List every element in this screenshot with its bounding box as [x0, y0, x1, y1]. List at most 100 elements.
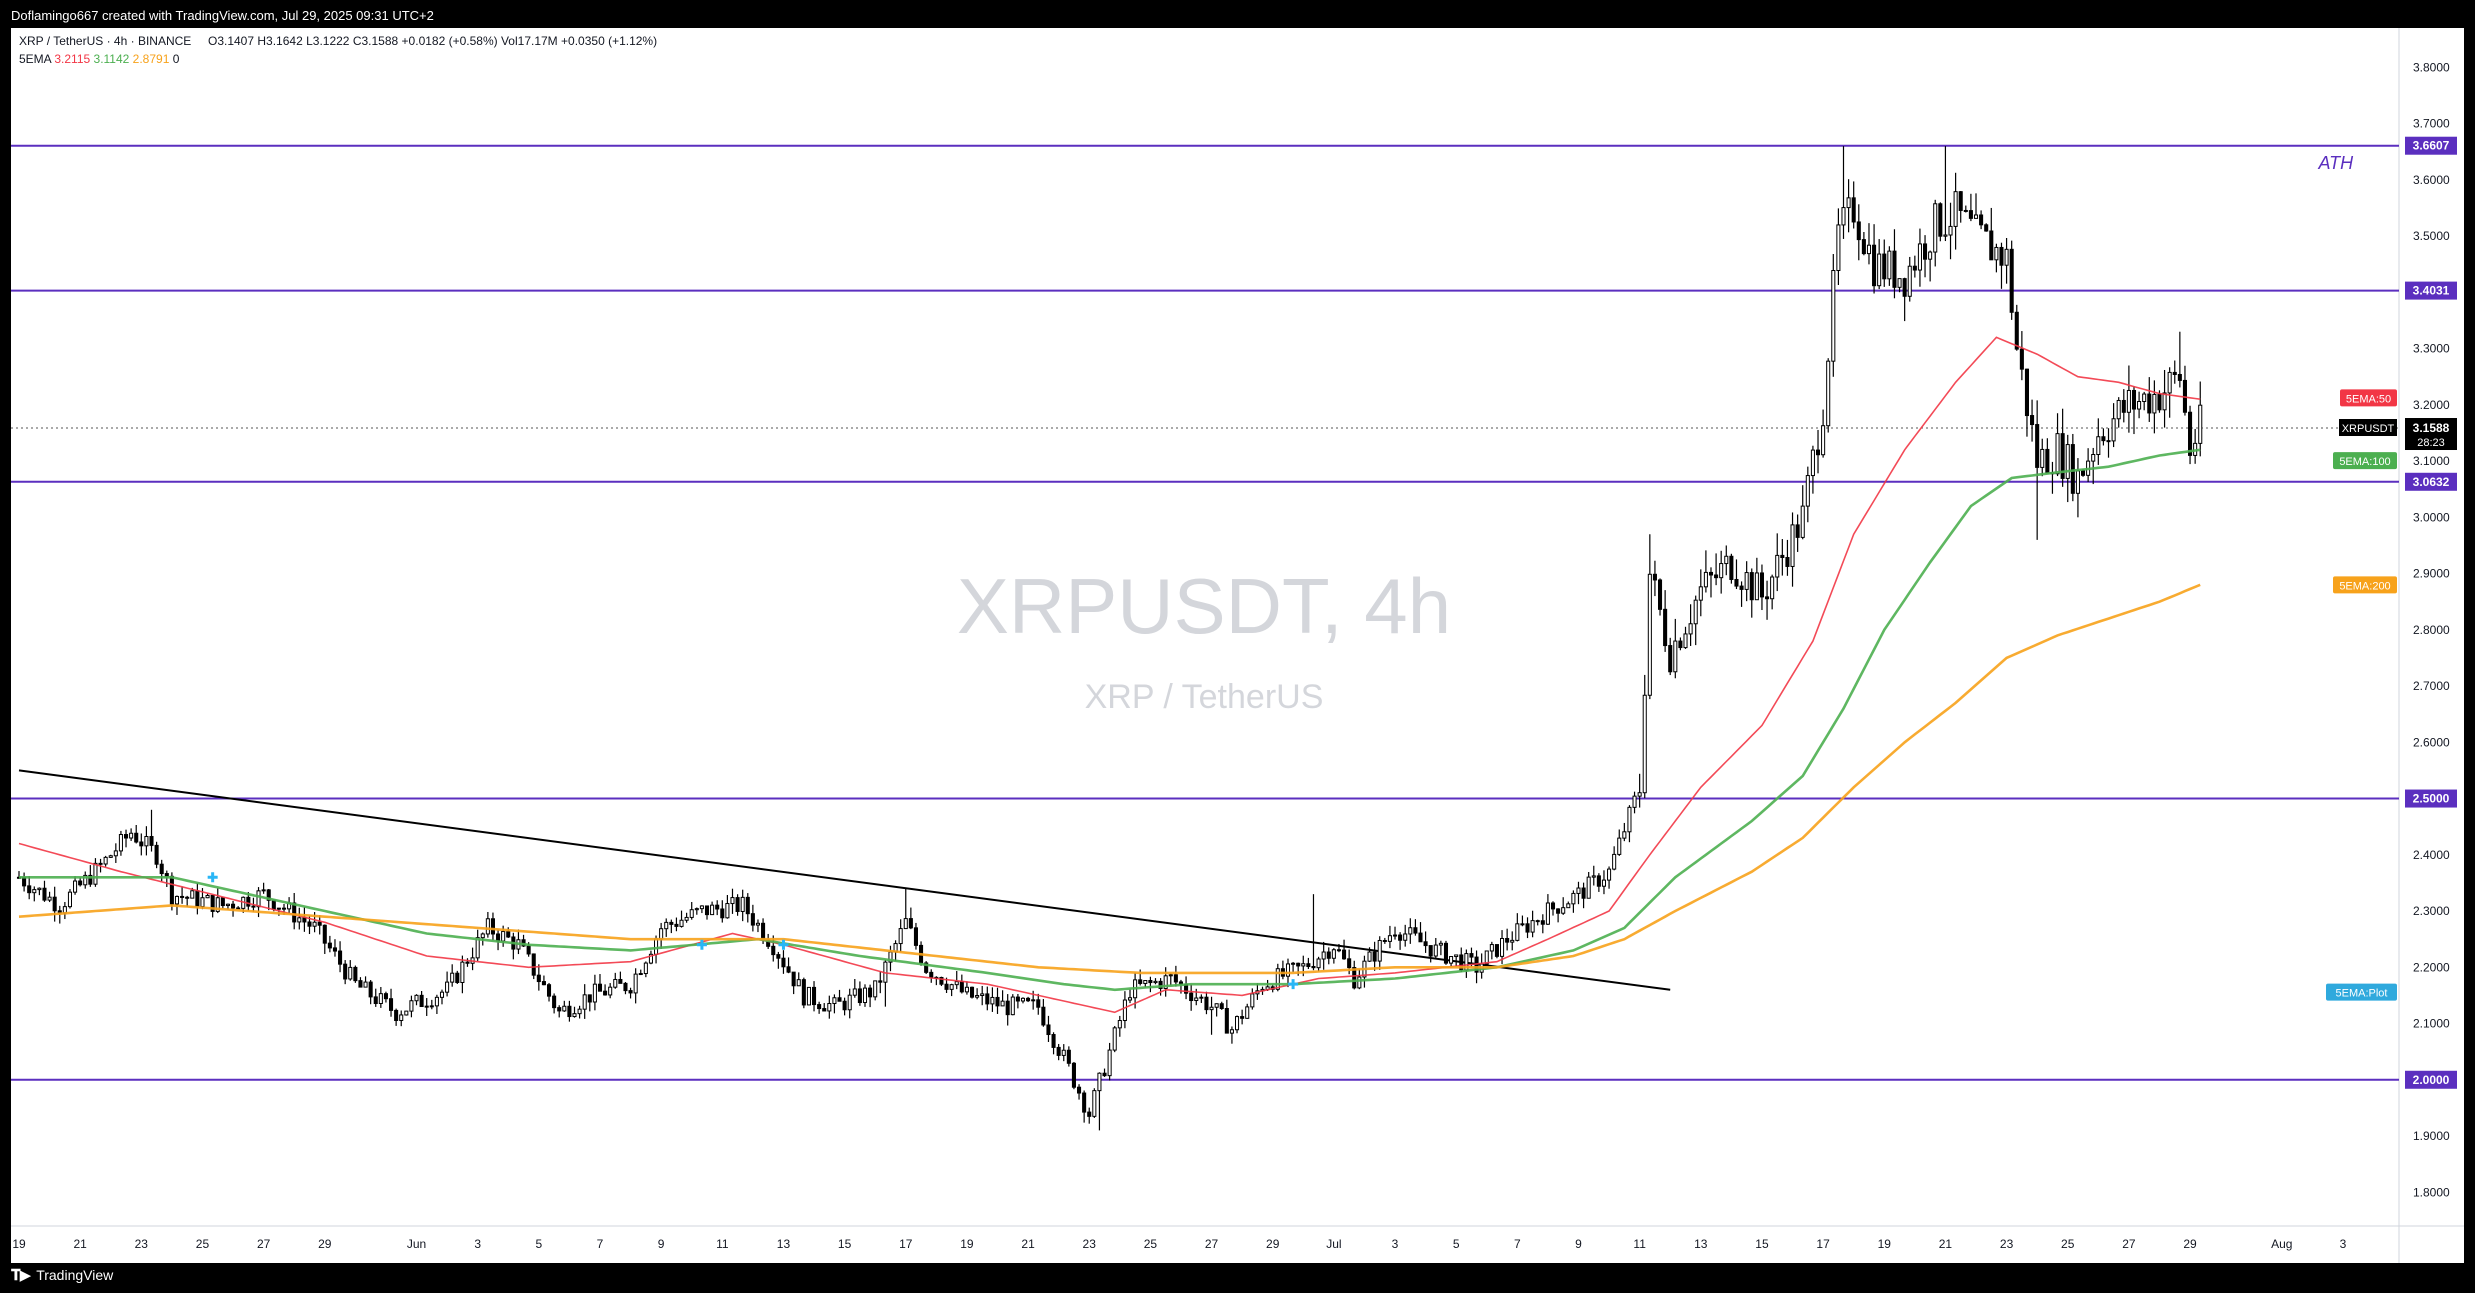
candle-body: [1943, 234, 1948, 237]
candle-body: [399, 1014, 404, 1021]
candle-body: [740, 896, 745, 912]
candle-body: [1357, 976, 1362, 989]
candle-body: [526, 945, 531, 955]
bar-countdown: 28:23: [2417, 437, 2445, 449]
candle-body: [2101, 436, 2106, 442]
candle-body: [1719, 563, 1724, 579]
candle-body: [908, 918, 913, 929]
candle-body: [302, 917, 307, 923]
candle-body: [73, 880, 78, 893]
candle-body: [83, 874, 88, 886]
y-tick-label: 3.1000: [2413, 454, 2450, 468]
candle-body: [389, 998, 394, 1011]
candle-body: [2137, 400, 2142, 410]
candle-body: [1989, 230, 1994, 261]
x-tick-label: 21: [73, 1237, 87, 1251]
x-tick-label: 23: [2000, 1237, 2014, 1251]
level-tag: [2405, 136, 2457, 155]
series-tag: [2340, 389, 2397, 407]
candle-body: [1530, 920, 1535, 933]
candle-body: [338, 950, 343, 965]
legend-indicator-name[interactable]: 5EMA: [19, 52, 52, 66]
candle-body: [1958, 191, 1963, 211]
legend-volume: Vol17.17M: [500, 34, 558, 48]
candle-body: [1433, 944, 1438, 957]
candle-body: [1882, 253, 1887, 280]
candle-body: [1229, 1029, 1234, 1034]
candle-body: [801, 979, 806, 1006]
candle-body: [1449, 956, 1454, 964]
chart-frame[interactable]: XRPUSDT, 4h XRP / TetherUS 3.8000 3.7000 3.6…: [11, 28, 2464, 1263]
candle-body: [1428, 945, 1433, 957]
candle-body: [1652, 573, 1657, 581]
candle-body: [2116, 399, 2121, 420]
candle-body: [806, 986, 811, 1006]
candle-body: [1418, 932, 1423, 943]
legend-close: C3.1588: [352, 34, 399, 48]
candle-body: [959, 981, 964, 993]
candle-body: [1561, 907, 1566, 914]
candle-body: [2131, 389, 2137, 410]
candle-body: [32, 889, 37, 894]
candle-body: [1214, 1003, 1219, 1008]
candle-body: [817, 1004, 822, 1010]
x-tick-label: 3: [474, 1237, 481, 1251]
candle-body: [149, 836, 154, 846]
candle-body: [557, 1007, 562, 1012]
candle-body: [980, 993, 985, 996]
x-tick-label: 23: [1083, 1237, 1097, 1251]
candle-body: [2040, 448, 2045, 468]
candle-body: [1663, 608, 1668, 647]
candle-body: [164, 873, 169, 877]
cross-marker: [696, 939, 707, 950]
candle-body: [1861, 239, 1866, 255]
candle-body: [2188, 411, 2193, 456]
candle-body: [1612, 853, 1617, 870]
indicator-legend: 5EMA 3.2115 3.1142 2.8791 0: [19, 52, 179, 66]
candle-body: [541, 981, 546, 986]
candle-body: [2142, 393, 2147, 402]
x-tick-label: 25: [2061, 1237, 2075, 1251]
candle-body: [2055, 433, 2060, 475]
y-tick-label: 3.3000: [2413, 342, 2450, 356]
candle-body: [1051, 1034, 1056, 1048]
candle-body: [383, 993, 388, 1000]
candle-body: [613, 978, 618, 988]
candle-body: [1994, 246, 1999, 261]
legend-ema50-value: 3.2115: [54, 52, 91, 66]
y-tick-label: 3.6000: [2413, 173, 2450, 187]
y-tick-label: 2.9000: [2413, 567, 2450, 581]
candle-body: [674, 923, 679, 927]
candle-body: [659, 928, 664, 940]
candle-body: [154, 844, 159, 865]
x-tick-label: 11: [1633, 1237, 1646, 1251]
candles: [16, 146, 2203, 1131]
candle-body: [1352, 967, 1357, 989]
x-tick-label: 5: [535, 1237, 542, 1251]
candle-body: [1805, 475, 1810, 507]
candle-body: [964, 986, 969, 993]
candle-body: [312, 921, 317, 927]
candle-body: [857, 988, 862, 1004]
candle-body: [317, 921, 322, 926]
candle-body: [1999, 246, 2004, 266]
candle-body: [1010, 996, 1015, 1016]
candle-body: [429, 1005, 434, 1008]
candle-body: [1117, 1020, 1122, 1029]
candle-body: [1326, 951, 1331, 959]
x-tick-label: 5: [1453, 1237, 1460, 1251]
x-tick-label: 29: [2183, 1237, 2197, 1251]
candle-body: [358, 980, 363, 988]
legend-symbol[interactable]: XRP / TetherUS · 4h · BINANCE: [19, 34, 192, 48]
symbol-tag: [2339, 419, 2397, 437]
candle-body: [123, 834, 129, 839]
price-chart[interactable]: XRPUSDT, 4h XRP / TetherUS 3.8000 3.7000 3.6…: [11, 28, 2464, 1263]
candle-body: [439, 991, 445, 998]
y-tick-label: 3.5000: [2413, 229, 2450, 243]
candle-body: [394, 1009, 399, 1021]
candle-body: [139, 841, 144, 847]
candle-body: [755, 922, 761, 926]
candle-body: [868, 987, 873, 998]
y-tick-label: 2.8000: [2413, 623, 2450, 637]
candle-body: [180, 895, 185, 898]
